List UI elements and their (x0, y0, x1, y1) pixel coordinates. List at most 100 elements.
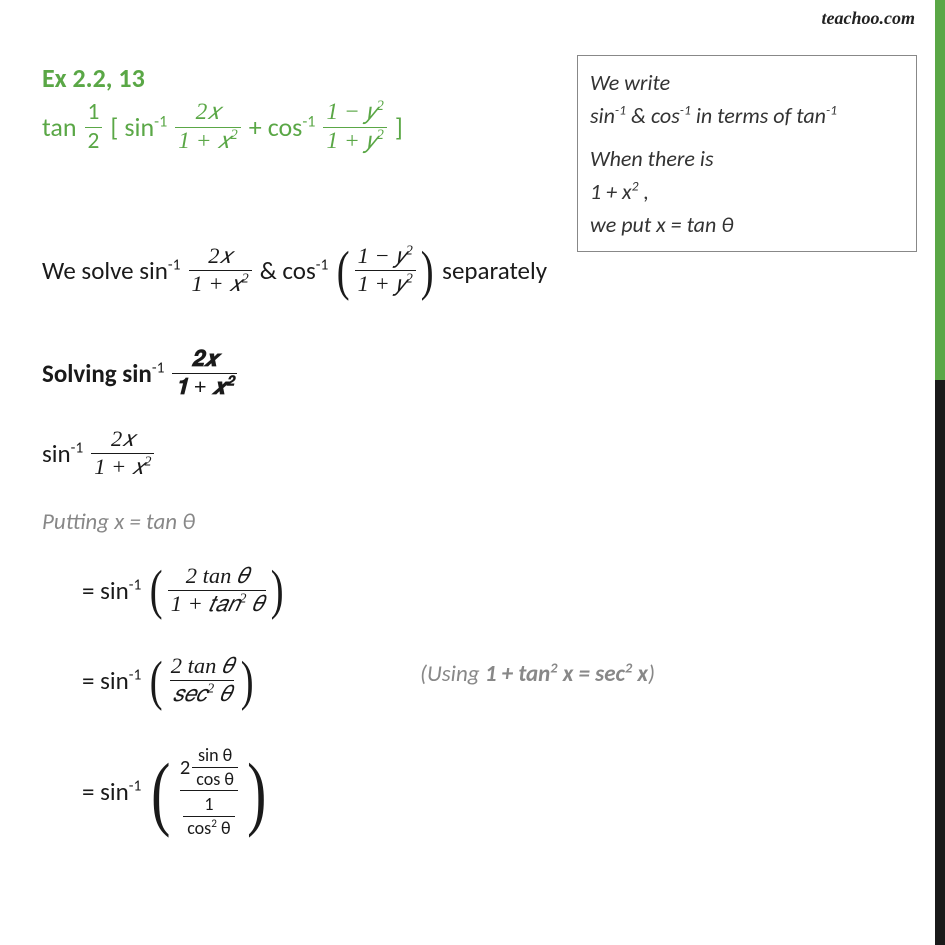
bracket: [ (110, 111, 118, 143)
t: = sin (82, 665, 129, 696)
intro-line: We solve sin-1 2𝑥 1 + 𝑥2 & cos-1 ( 1 − 𝑦… (42, 244, 902, 297)
paren: ( (150, 568, 163, 612)
text: sin-1 (42, 438, 83, 469)
text: = sin-1 (82, 575, 141, 606)
den-text: 1 + 𝑥 (178, 128, 230, 154)
t: 1 + 𝑥 (192, 271, 242, 296)
t: 𝟏 + 𝒙 (175, 374, 226, 399)
t: & cos (260, 255, 316, 286)
inner-fraction: 1 cos2 θ (183, 794, 234, 839)
paren-group: ( 2 tan 𝜃 1 + 𝑡𝑎𝑛2 𝜃 ) (147, 564, 286, 617)
t: 1 − 𝑦 (358, 243, 406, 268)
t: cos (187, 817, 211, 839)
sup: 2 (144, 455, 151, 470)
paren: ) (421, 249, 434, 293)
t: sin (42, 438, 71, 469)
content-area: Ex 2.2, 13 tan 1 2 [ sin-1 2𝑥 1 + 𝑥2 + c… (42, 62, 902, 877)
denominator: 1 + 𝑡𝑎𝑛2 𝜃 (168, 590, 267, 617)
sup: -1 (168, 256, 181, 275)
subheading: Solving sin-1 𝟐𝒙 𝟏 + 𝒙𝟐 (42, 347, 902, 400)
paren: ( (150, 659, 163, 703)
t: 1 + tan (485, 660, 550, 688)
t: 1 + 𝑥 (94, 454, 144, 479)
sup: 2 (230, 127, 237, 143)
compound-fraction: 2 sin θ cos θ 1 cos2 θ (177, 745, 241, 839)
fraction: 1 − 𝑦2 1 + 𝑦2 (323, 100, 386, 154)
sup: 2 (406, 244, 413, 259)
identity-aside: (Using 1 + tan2 x = sec2 x) (420, 660, 655, 688)
fraction: 2𝑥 1 + 𝑥2 (175, 100, 240, 154)
text: = sin-1 (82, 665, 141, 696)
sup: -1 (129, 575, 142, 594)
cos-inv: cos-1 (268, 111, 316, 143)
sup: 2 (550, 658, 557, 676)
fraction: 𝟐𝒙 𝟏 + 𝒙𝟐 (172, 347, 237, 400)
paren: ) (247, 759, 266, 825)
t: θ (217, 817, 231, 839)
t: 𝜃 (246, 591, 263, 616)
t: Solving sin (42, 358, 152, 389)
text: = sin-1 (82, 776, 141, 807)
sup: -1 (152, 358, 165, 377)
t: = sin (82, 575, 129, 606)
step-1: = sin-1 ( 2 tan 𝜃 1 + 𝑡𝑎𝑛2 𝜃 ) (82, 564, 902, 617)
sup: -1 (129, 777, 142, 796)
paren: ) (241, 659, 254, 703)
sup: 2 (377, 98, 384, 114)
paren-group: ( 2 tan 𝜃 𝑠𝑒𝑐2 𝜃 ) (147, 654, 256, 707)
paren: ) (271, 568, 284, 612)
text: Solving sin-1 (42, 358, 164, 389)
num: 1 (200, 794, 217, 816)
side-stripe-green (935, 0, 945, 380)
denominator: 𝑠𝑒𝑐2 𝜃 (170, 680, 234, 707)
numerator: 2 tan 𝜃 (168, 654, 237, 680)
t: 1 + 𝑦 (358, 271, 406, 296)
expr-line: sin-1 2𝑥 1 + 𝑥2 (42, 427, 902, 480)
t: We solve sin (42, 255, 168, 286)
sin-text: sin (124, 111, 154, 143)
sup: 𝟐 (227, 374, 235, 389)
fraction: 2𝑥 1 + 𝑥2 (91, 427, 154, 480)
fraction: 2 tan 𝜃 𝑠𝑒𝑐2 𝜃 (168, 654, 237, 707)
sup: -1 (154, 113, 167, 132)
sup: -1 (316, 256, 329, 275)
side-stripe-black (935, 380, 945, 945)
t: x = sec (558, 660, 625, 688)
denominator: 1 + 𝑦2 (355, 270, 416, 297)
step-3: = sin-1 ( 2 sin θ cos θ 1 cos2 θ (82, 745, 902, 839)
paren: ( (337, 249, 350, 293)
text: separately (442, 255, 547, 286)
plus: + (249, 111, 262, 143)
t: ) (648, 660, 655, 688)
numerator: 1 − 𝑦2 (323, 100, 386, 127)
denominator: 1 + 𝑥2 (189, 270, 252, 297)
numerator: 1 (85, 100, 103, 127)
sin-inv: sin-1 (124, 111, 167, 143)
fraction: 1 − 𝑦2 1 + 𝑦2 (355, 244, 416, 297)
site-logo: teachoo.com (822, 8, 915, 29)
fraction-half: 1 2 (85, 100, 103, 154)
sup: -1 (302, 113, 315, 132)
denominator: 1 + 𝑥2 (175, 127, 240, 155)
steps: = sin-1 ( 2 tan 𝜃 1 + 𝑡𝑎𝑛2 𝜃 ) = sin-1 (… (82, 564, 902, 839)
denominator: 1 cos2 θ (180, 790, 237, 839)
num: sin θ (194, 745, 236, 767)
text: We solve sin-1 (42, 255, 181, 286)
t: 1 + 𝑡𝑎𝑛 (171, 591, 240, 616)
sup: 2 (242, 272, 249, 287)
exercise-heading: Ex 2.2, 13 (42, 62, 902, 94)
numerator: 𝟐𝒙 (188, 347, 221, 373)
fraction: 2 tan 𝜃 1 + 𝑡𝑎𝑛2 𝜃 (168, 564, 267, 617)
tan-text: tan (42, 111, 77, 143)
t: 𝑠𝑒𝑐 (173, 681, 207, 706)
problem-expression: tan 1 2 [ sin-1 2𝑥 1 + 𝑥2 + cos-1 1 − 𝑦2… (42, 100, 902, 154)
sup: -1 (71, 439, 84, 458)
substitution-note: Putting x = tan θ (42, 508, 902, 536)
cos-text: cos (268, 111, 303, 143)
t: x (632, 660, 648, 688)
t: (Using (420, 660, 485, 688)
paren: ( (151, 759, 170, 825)
den-text: 1 + 𝑦 (326, 128, 376, 154)
denominator: 1 + 𝑥2 (91, 453, 154, 480)
den: cos θ (192, 767, 238, 790)
